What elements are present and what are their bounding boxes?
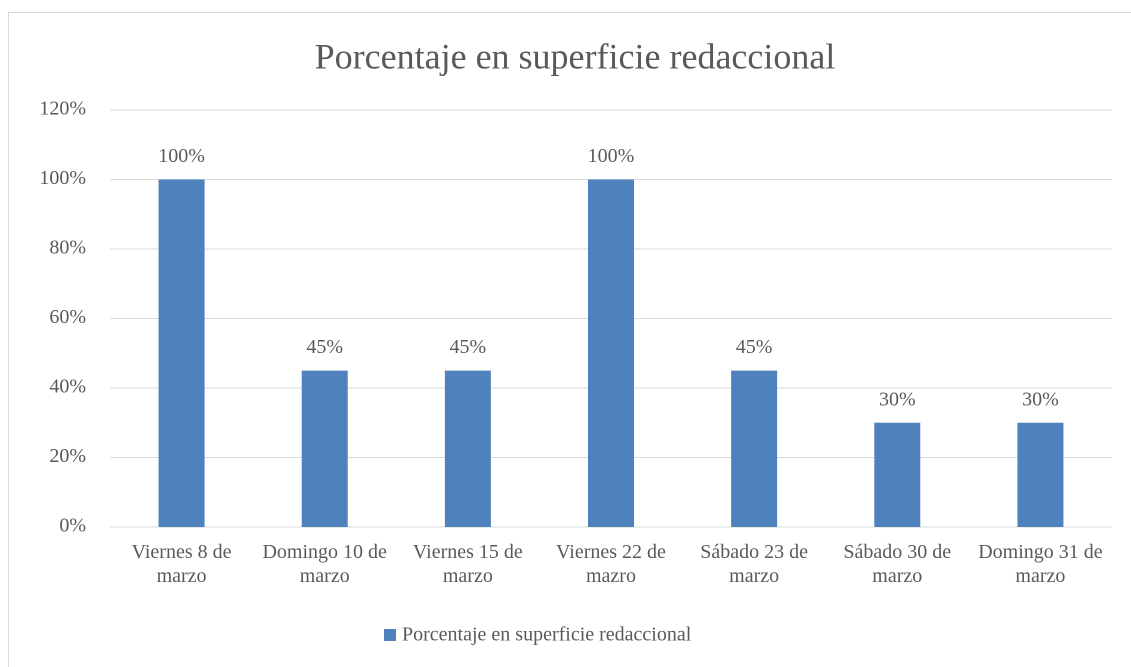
bar	[588, 179, 634, 527]
bar	[874, 422, 921, 527]
x-tick-label: Viernes 22 de mazro	[556, 541, 666, 587]
bar	[301, 370, 348, 527]
y-tick-label: 100%	[39, 167, 86, 189]
bar	[444, 370, 491, 527]
y-tick-label: 120%	[39, 98, 86, 120]
y-tick-label: 0%	[59, 515, 86, 537]
chart-title: Porcentaje en superficie redaccional	[315, 36, 836, 76]
x-tick-label: Domingo 10 de marzo	[262, 541, 387, 587]
y-tick-label: 20%	[49, 445, 86, 467]
bar	[731, 370, 778, 527]
data-label: 45%	[306, 336, 343, 358]
data-label: 30%	[879, 388, 916, 410]
bar	[1017, 422, 1064, 527]
x-tick-label: Domingo 31 de marzo	[978, 541, 1103, 587]
data-label: 45%	[736, 336, 773, 358]
y-tick-label: 80%	[49, 237, 86, 259]
legend-label: Porcentaje en superficie redaccional	[402, 624, 692, 646]
data-label: 100%	[158, 145, 205, 167]
x-tick-label: Sábado 23 de marzo	[700, 541, 809, 587]
y-tick-label: 60%	[49, 306, 86, 328]
x-tick-label: Viernes 8 de marzo	[131, 541, 232, 587]
data-label: 30%	[1022, 388, 1059, 410]
x-tick-label: Sábado 30 de marzo	[843, 541, 952, 587]
bar	[158, 179, 205, 527]
legend-swatch	[384, 629, 396, 641]
data-label: 45%	[450, 336, 487, 358]
y-tick-label: 40%	[49, 376, 86, 398]
data-label: 100%	[588, 145, 635, 167]
x-tick-label: Viernes 15 de marzo	[412, 541, 523, 587]
